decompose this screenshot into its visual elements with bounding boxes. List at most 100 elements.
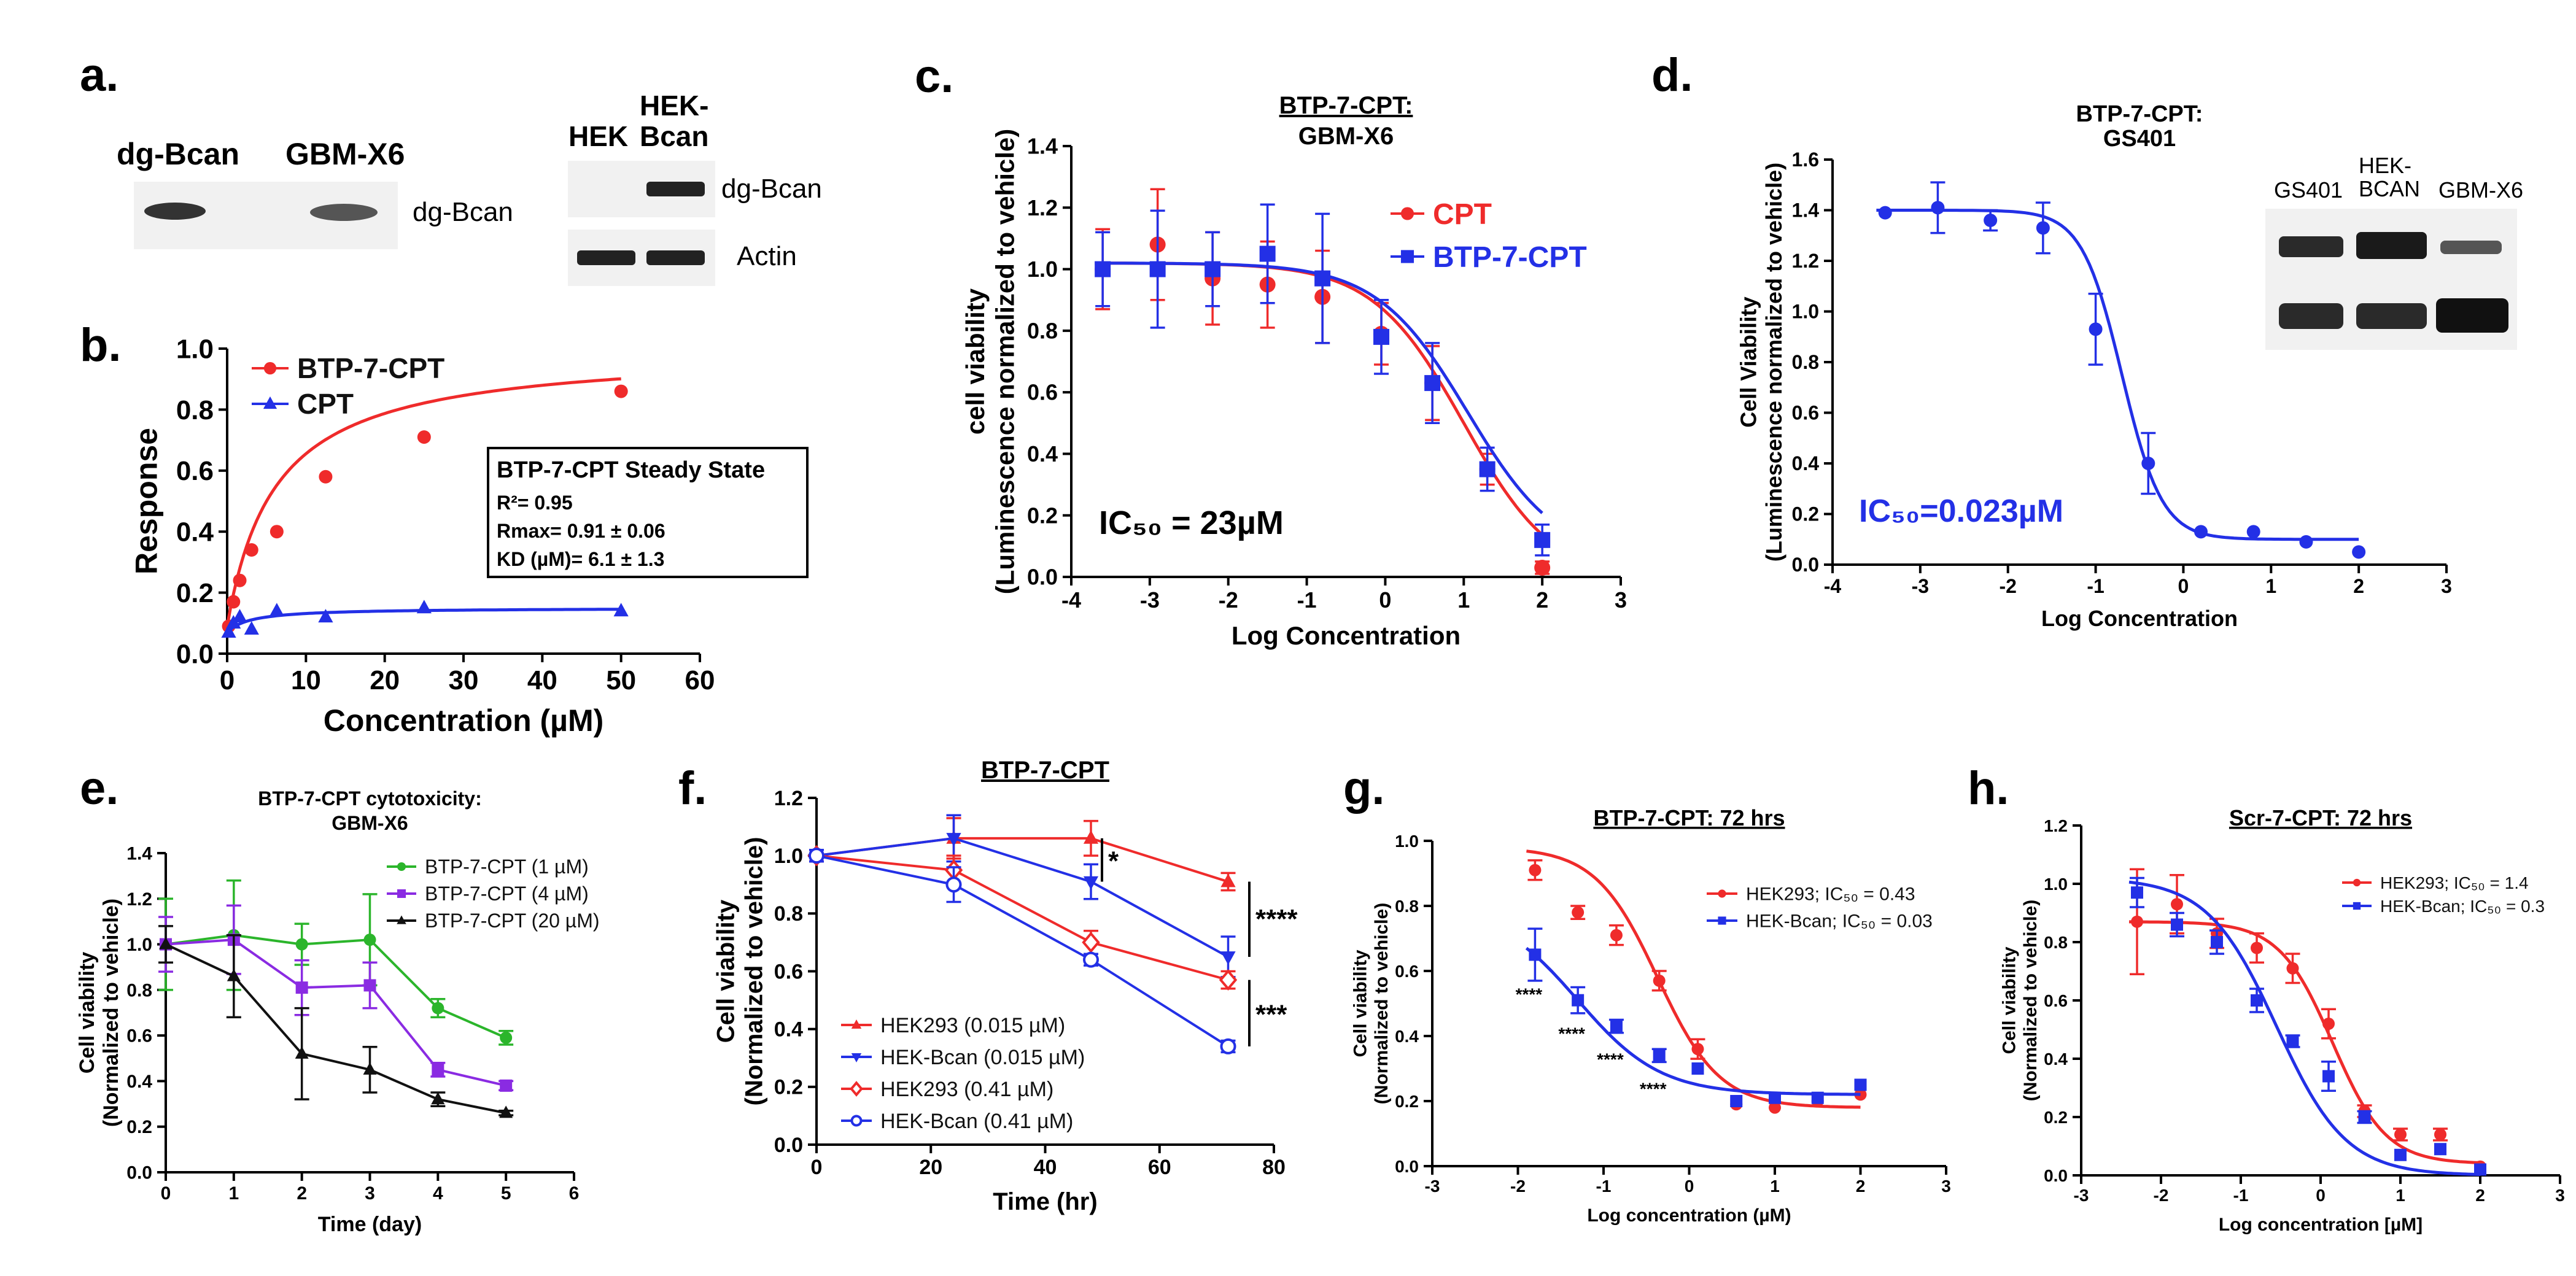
panel-g-data-point-hek-bcan-ic-0-03 (1610, 1020, 1623, 1033)
panel-e-y-tick-label: 0.6 (126, 1026, 152, 1046)
panel-f-x-tick-label: 60 (1148, 1156, 1171, 1179)
panel-d-y-tick-label: 1.0 (1792, 301, 1819, 323)
panel-h-data-point-hek-bcan-ic-0-3 (2322, 1070, 2335, 1083)
panel-e-y-tick-label: 0.8 (126, 980, 152, 1000)
panel-f-series-line-hek-bcan-0-41-m- (816, 854, 1229, 1048)
panel-c-data-point-btp-7-cpt (1373, 328, 1390, 345)
panel-h-y-tick-label: 0.6 (2044, 991, 2068, 1010)
panel-f-legend-marker-hek293-0-015-m- (851, 1019, 862, 1029)
panel-h-chart: h. -3 -2 -1 0 1 2 3 0.0 0.2 0.4 0.6 0.8 1.0 1.2 Log con… (1968, 762, 2565, 1235)
blot1-band-dgbcan (144, 203, 206, 220)
panel-h-data-point-hek-bcan-ic-0-3 (2251, 994, 2263, 1007)
panel-g-letter: g. (1343, 762, 1385, 814)
panel-h-data-point-hek-bcan-ic-0-3 (2474, 1163, 2486, 1176)
panel-c-x-tick-label: -1 (1297, 587, 1317, 613)
panel-f-x-tick-label: 0 (811, 1156, 823, 1179)
panel-d-ic50-label: IC₅₀=0.023µM (1859, 493, 2063, 529)
panel-e-x-tick-label: 6 (569, 1183, 580, 1204)
panel-g-y-tick-label: 1.0 (1395, 832, 1419, 851)
panel-g-data-point-hek-bcan-ic-0-03 (1769, 1091, 1781, 1104)
panel-d-y-tick-label: 0.8 (1792, 351, 1819, 373)
panel-g-data-point-hek-bcan-ic-0-03 (1811, 1091, 1824, 1104)
panel-f-y-tick-label: 0.0 (774, 1134, 803, 1157)
panel-g-data-point-hek293-ic-0-43 (1529, 864, 1542, 876)
panel-g-title: BTP-7-CPT: 72 hrs (1593, 805, 1785, 830)
blot2-band-dgbcan (646, 182, 705, 196)
panel-a: a. dg-Bcan GBM-X6 dg-Bcan HEK HEK- Bcan … (80, 49, 822, 286)
panel-c-x-tick-label: 3 (1615, 587, 1627, 613)
panel-e-x-tick-label: 4 (433, 1183, 443, 1204)
panel-c-title: BTP-7-CPT: (1279, 92, 1413, 119)
panel-d-data-point-btp-7-cpt (2246, 525, 2260, 539)
panel-d-data-point-btp-7-cpt (2141, 457, 2155, 470)
panel-f-data-point-hek-bcan-0-41-m- (1083, 951, 1099, 968)
panel-c-x-tick-label: -4 (1061, 587, 1081, 613)
panel-f-series-line-hek-bcan-0-015-m- (816, 837, 1229, 958)
panel-d-data-point-btp-7-cpt (1931, 201, 1945, 215)
panel-h-x-tick-label: -2 (2154, 1186, 2169, 1205)
panel-h-y-tick-label: 0.2 (2044, 1108, 2068, 1127)
panel-e-legend-marker-btp-7-cpt-4-m- (397, 889, 406, 899)
panel-e-y-tick-label: 0.0 (126, 1163, 152, 1183)
panel-d-data-point-btp-7-cpt (2299, 535, 2313, 549)
panel-c-data-point-cpt (1534, 559, 1551, 576)
inset-band-top-2 (2356, 232, 2427, 259)
panel-c-chart: c. -4 -3 -2 -1 0 1 2 3 0.0 0.2 0.4 0.6 0.8 1.0 1.2 1.4 Lo… (915, 50, 1627, 650)
panel-c-data-point-btp-7-cpt (1095, 261, 1111, 277)
panel-g-legend-label-hek293-ic-0-43: HEK293; IC₅₀ = 0.43 (1746, 884, 1915, 905)
panel-d-fit-curve-btp-7-cpt (1876, 209, 2359, 541)
panel-e-legend-label-btp-7-cpt-4-m-: BTP-7-CPT (4 µM) (425, 883, 589, 905)
panel-d-data-point-btp-7-cpt (2089, 322, 2103, 336)
panel-f-title: BTP-7-CPT (981, 757, 1109, 784)
panel-g-data-point-hek-bcan-ic-0-03 (1730, 1095, 1743, 1107)
panel-b-legend-marker-btp-7-cpt (263, 362, 277, 375)
panel-h-y-tick-label: 1.0 (2044, 875, 2068, 894)
panel-g-sig-label: **** (1516, 985, 1543, 1004)
panel-f-letter: f. (678, 762, 707, 814)
inset-band-bottom-2 (2356, 303, 2427, 329)
panel-d-y-tick-label: 0.4 (1792, 452, 1820, 474)
panel-b-y-tick-label: 0.0 (176, 639, 214, 669)
panel-d-x-axis-label: Log Concentration (2041, 606, 2238, 631)
panel-g-y-axis-label: Cell viability (1351, 949, 1371, 1057)
panel-g-data-point-hek293-ic-0-43 (1854, 1088, 1867, 1101)
panel-e-chart: e. 0 1 2 3 4 5 6 0.0 0.2 0.4 0.6 0.8 1.0 1.2 1.4 Time (d… (76, 762, 600, 1236)
panel-h-title: Scr-7-CPT: 72 hrs (2229, 805, 2412, 830)
panel-b-data-point-cpt (613, 603, 629, 617)
panel-h-fit-curve-hek293-ic-1-4 (2128, 920, 2481, 1164)
panel-h-y-tick-label: 0.0 (2044, 1166, 2068, 1185)
panel-h-y-tick-label: 0.4 (2044, 1050, 2068, 1069)
panel-g-y-tick-label: 0.4 (1395, 1027, 1419, 1046)
panel-c-data-point-btp-7-cpt (1205, 261, 1221, 277)
panel-g-data-point-hek-bcan-ic-0-03 (1529, 948, 1542, 961)
panel-e-legend-label-btp-7-cpt-1-m-: BTP-7-CPT (1 µM) (425, 856, 589, 878)
panel-f-data-point-hek-bcan-0-41-m- (1220, 1038, 1236, 1054)
panel-d-title: BTP-7-CPT: (2076, 101, 2203, 127)
panel-c-legend-label-cpt: CPT (1433, 198, 1492, 231)
panel-b-x-axis-label: Concentration (µM) (324, 703, 604, 738)
panel-c-legend-label-btp-7-cpt: BTP-7-CPT (1433, 241, 1587, 274)
panel-h-x-tick-label: 3 (2555, 1186, 2565, 1205)
panel-d-y-tick-label: 1.6 (1792, 149, 1819, 171)
panel-h-data-point-hek293-ic-1-4 (2322, 1018, 2335, 1030)
inset-band-top-3 (2440, 241, 2502, 254)
panel-b-chart: b. 0 10 20 30 40 50 60 0.0 0.2 0.4 0.6 0.8 1.0 Concent… (80, 319, 809, 738)
panel-b-legend-label-cpt: CPT (297, 388, 354, 420)
panel-f-legend-marker-hek-bcan-0-41-m- (850, 1115, 863, 1127)
panel-d-data-point-btp-7-cpt (1984, 214, 1998, 227)
panel-d-y-tick-label: 0.0 (1792, 554, 1819, 576)
panel-g-x-tick-label: 2 (1856, 1177, 1866, 1196)
panel-d-x-tick-label: -4 (1824, 575, 1842, 597)
panel-e-x-axis-label: Time (day) (318, 1213, 422, 1236)
panel-f-y-tick-label: 1.0 (774, 845, 803, 868)
panel-b-data-point-cpt (416, 600, 432, 614)
panel-d-data-point-btp-7-cpt (1878, 206, 1892, 220)
blot2-label-hek-bcan-1: HEK- (640, 90, 708, 122)
panel-e-x-tick-label: 0 (161, 1183, 171, 1204)
panel-b-data-point-cpt (269, 603, 284, 617)
panel-c-y-axis-label: cell viability (961, 288, 990, 435)
panel-h-y-tick-label: 0.8 (2044, 933, 2068, 952)
panel-c-fit-curve-cpt (1095, 261, 1543, 536)
panel-e-y-tick-label: 1.0 (126, 935, 152, 955)
panel-e-legend-marker-btp-7-cpt-1-m- (397, 862, 406, 872)
